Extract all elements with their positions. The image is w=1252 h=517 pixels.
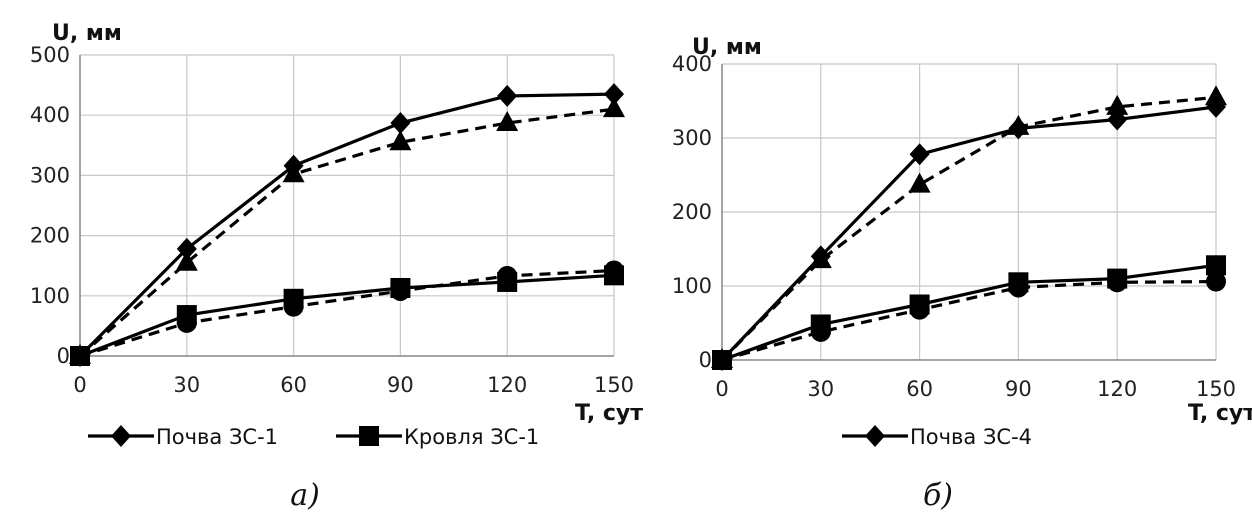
- data-point-square: [1206, 255, 1226, 276]
- series-circle: [712, 271, 1226, 370]
- data-point-circle: [390, 280, 411, 301]
- data-point-diamond: [176, 237, 197, 260]
- data-point-triangle: [1106, 94, 1129, 115]
- series-line: [79, 273, 615, 358]
- data-point-circle: [283, 296, 304, 317]
- x-tick-label: 30: [173, 373, 200, 397]
- series-line: [720, 105, 1217, 362]
- y-tick-label: 300: [672, 126, 712, 150]
- data-point-diamond: [909, 143, 930, 166]
- x-tick-label: 90: [1005, 377, 1032, 401]
- data-point-circle: [604, 260, 624, 281]
- data-point-triangle: [908, 172, 931, 193]
- gridlines: [721, 63, 1217, 361]
- data-point-triangle: [603, 97, 625, 118]
- x-axis-title: T, сут: [1188, 401, 1252, 426]
- x-tick-label: 120: [487, 373, 527, 397]
- y-tick-label: 400: [672, 52, 712, 76]
- y-tick-label: 400: [30, 103, 70, 127]
- y-tick-label: 200: [672, 200, 712, 224]
- series-circle: [70, 260, 624, 366]
- data-point-circle: [1107, 272, 1128, 293]
- x-tick-label: 60: [280, 373, 307, 397]
- series-triangle: [69, 97, 625, 364]
- y-tick-label: 0: [57, 344, 70, 368]
- y-tick-label: 200: [30, 224, 70, 248]
- series-line: [79, 268, 615, 358]
- y-tick-label: 300: [30, 163, 70, 187]
- panel-caption: б): [923, 478, 953, 513]
- chart-b: 0 100 200 300 400 0 30 60 90 120 150 U, мм T, сут б) П…: [672, 35, 1252, 513]
- data-point-circle: [1206, 271, 1226, 292]
- legend-label: Почва ЗС-1: [156, 425, 278, 449]
- gridlines: [79, 54, 615, 357]
- panel-caption: а): [290, 478, 320, 513]
- x-tick-label: 30: [807, 377, 834, 401]
- data-point-diamond: [390, 112, 411, 135]
- legend-marker-diamond: [111, 425, 131, 447]
- data-point-circle: [1008, 277, 1029, 298]
- x-tick-label: 90: [387, 373, 414, 397]
- legend: Почва ЗС-1 Кровля ЗС-1: [88, 425, 539, 449]
- series-line: [78, 107, 615, 358]
- series-line: [720, 95, 1217, 362]
- data-point-triangle: [1205, 85, 1227, 106]
- data-point-triangle: [282, 162, 305, 183]
- legend-label: Кровля ЗС-1: [404, 425, 539, 449]
- data-point-circle: [909, 299, 930, 320]
- series-triangle: [711, 85, 1227, 368]
- series-line: [78, 92, 615, 358]
- x-axis-title: T, сут: [575, 401, 643, 426]
- y-axis-title: U, мм: [692, 35, 762, 60]
- data-point-triangle: [175, 250, 198, 271]
- x-tick-label: 60: [906, 377, 933, 401]
- series-line: [721, 263, 1217, 362]
- x-tick-label: 150: [1196, 377, 1236, 401]
- y-tick-label: 500: [30, 43, 70, 67]
- x-tick-label: 150: [594, 373, 634, 397]
- data-point-triangle: [809, 248, 832, 269]
- x-tick-label: 0: [73, 373, 86, 397]
- data-point-circle: [176, 312, 197, 333]
- y-axis-title: U, мм: [52, 21, 122, 46]
- chart-a: 0 100 200 300 400 500 0 30 60 90 120 150 U, мм T, сут…: [30, 21, 643, 513]
- data-point-triangle: [389, 130, 412, 151]
- legend: Почва ЗС-4: [842, 425, 1032, 449]
- series-line: [721, 279, 1217, 362]
- x-tick-label: 0: [715, 377, 728, 401]
- series-square: [712, 255, 1226, 370]
- data-point-circle: [810, 321, 831, 342]
- y-tick-label: 100: [672, 274, 712, 298]
- data-point-circle: [497, 265, 518, 286]
- y-tick-label: 0: [699, 348, 712, 372]
- series-diamond: [70, 83, 624, 367]
- series-diamond: [712, 95, 1226, 371]
- data-point-circle: [70, 346, 90, 366]
- legend-marker-diamond: [865, 425, 885, 447]
- data-point-diamond: [604, 83, 624, 106]
- data-point-circle: [712, 350, 732, 370]
- y-tick-label: 100: [30, 284, 70, 308]
- x-tick-label: 120: [1097, 377, 1137, 401]
- legend-label: Почва ЗС-4: [910, 425, 1032, 449]
- legend-marker-square: [359, 426, 379, 446]
- data-point-triangle: [1007, 114, 1030, 135]
- data-point-diamond: [497, 84, 518, 107]
- data-point-triangle: [496, 111, 519, 132]
